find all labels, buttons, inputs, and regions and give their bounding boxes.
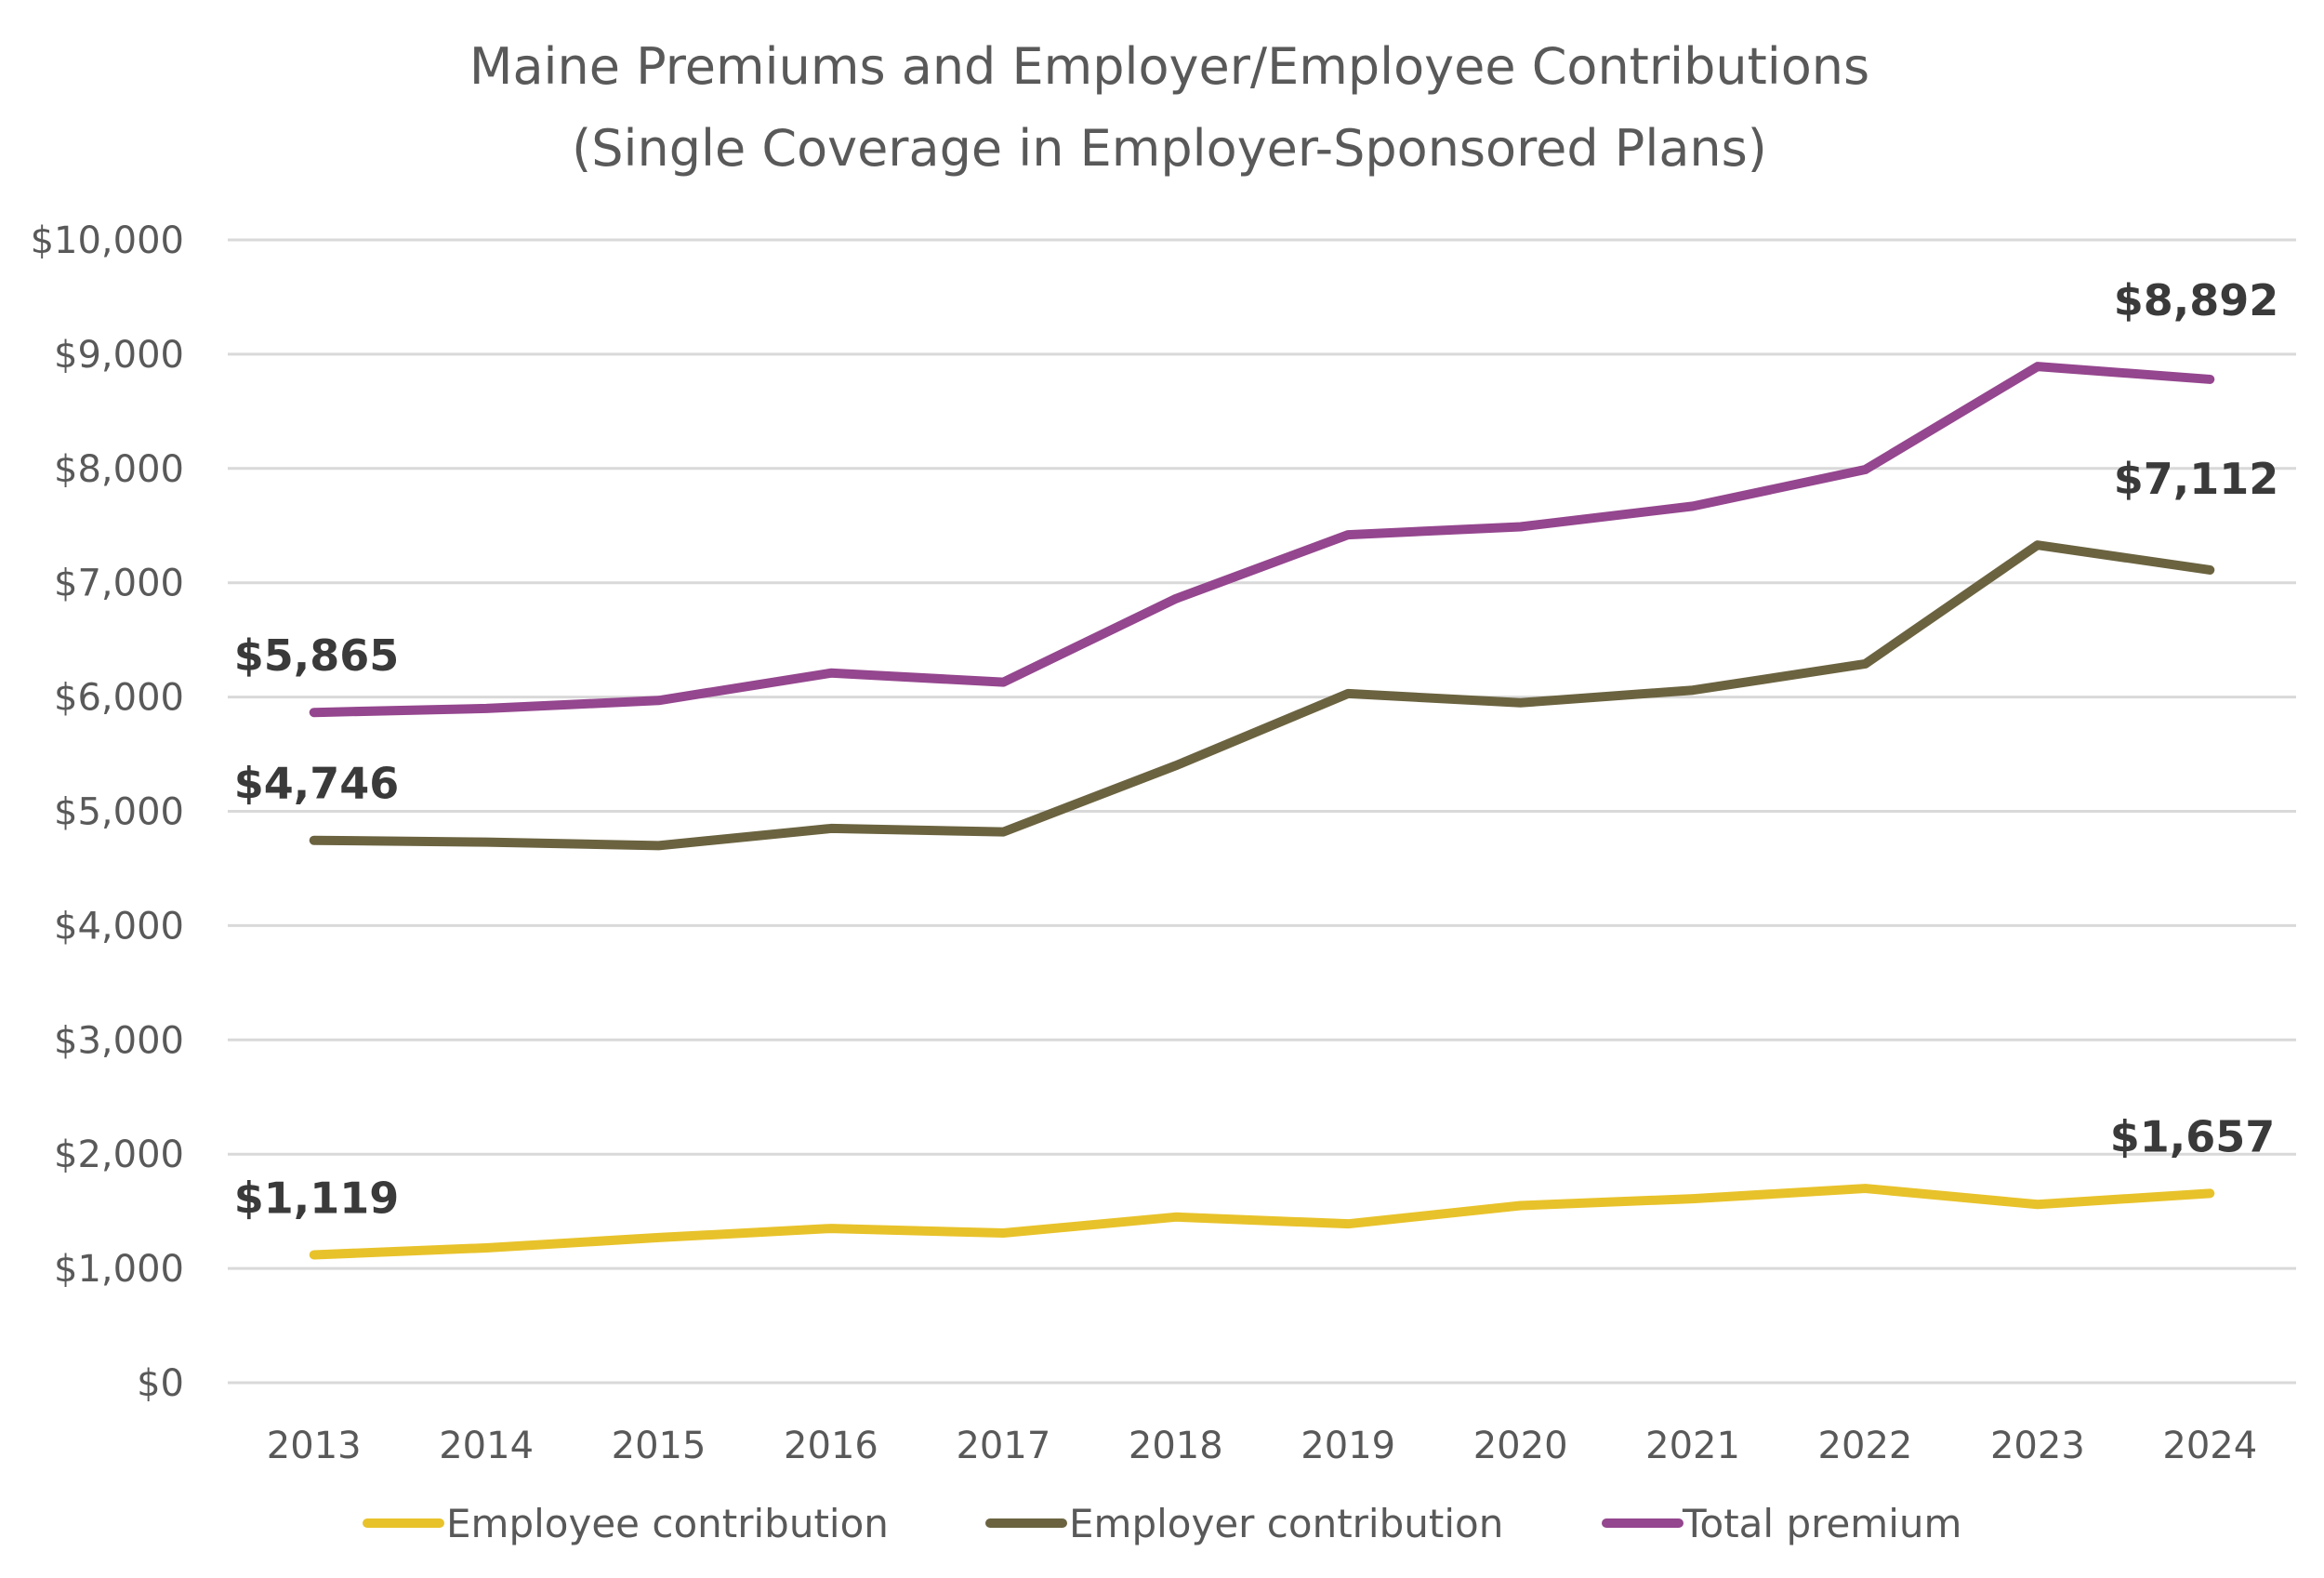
gridlines: [228, 238, 2296, 1385]
data-label-7112: $7,112: [2114, 454, 2279, 504]
y-tick-label-1000: $1,000: [54, 1248, 184, 1291]
series-line-total-premium: [309, 362, 2215, 718]
x-tick-label-2022: 2022: [1818, 1425, 1913, 1467]
legend: Employee contribution Employer contributi…: [363, 1501, 1961, 1546]
y-tick-label-2000: $2,000: [54, 1134, 184, 1176]
y-tick-label-5000: $5,000: [54, 791, 184, 834]
x-tick-label-2017: 2017: [956, 1425, 1050, 1467]
chart-title-line-2: (Single Coverage in Employer-Sponsored P…: [572, 119, 1767, 178]
x-axis-tick-labels: 2013 2014 2015 2016 2017 2018 2019 2020 2021 2022…: [267, 1425, 2257, 1467]
y-tick-label-7000: $7,000: [54, 563, 184, 605]
y-tick-label-10000: $10,000: [31, 219, 184, 262]
x-tick-label-2024: 2024: [2162, 1425, 2257, 1467]
x-tick-label-2018: 2018: [1129, 1425, 1223, 1467]
data-label-1657: $1,657: [2110, 1111, 2276, 1161]
y-tick-label-3000: $3,000: [54, 1019, 184, 1062]
series-lines: [309, 362, 2215, 1260]
legend-label-employer-contribution: Employer contribution: [1069, 1501, 1503, 1546]
data-label-8892: $8,892: [2114, 275, 2279, 325]
data-labels: $1,119 $1,657 $4,746 $5,865 $8,892 $7,112: [234, 275, 2279, 1223]
chart-title-line-1: Maine Premiums and Employer/Employee Con…: [469, 37, 1869, 96]
y-tick-label-4000: $4,000: [54, 905, 184, 948]
y-axis-tick-labels: $0 $1,000 $2,000 $3,000 $4,000 $5,000 $6,000 $7…: [31, 219, 184, 1405]
data-label-5865: $5,865: [234, 630, 400, 681]
x-tick-label-2013: 2013: [267, 1425, 362, 1467]
legend-label-total-premium: Total premium: [1682, 1501, 1961, 1546]
legend-label-employee-contribution: Employee contribution: [446, 1501, 889, 1546]
x-tick-label-2014: 2014: [439, 1425, 534, 1467]
y-tick-label-6000: $6,000: [54, 677, 184, 720]
y-tick-label-8000: $8,000: [54, 448, 184, 491]
series-line-employer-contribution: [309, 540, 2215, 851]
x-tick-label-2019: 2019: [1301, 1425, 1395, 1467]
data-label-4746: $4,746: [234, 759, 400, 809]
data-label-1119: $1,119: [234, 1173, 400, 1223]
series-line-employee-contribution: [309, 1184, 2215, 1260]
y-tick-label-9000: $9,000: [54, 334, 184, 377]
x-tick-label-2015: 2015: [612, 1425, 706, 1467]
x-tick-label-2021: 2021: [1645, 1425, 1740, 1467]
x-tick-label-2020: 2020: [1473, 1425, 1568, 1467]
x-tick-label-2023: 2023: [1990, 1425, 2085, 1467]
chart-title: Maine Premiums and Employer/Employee Con…: [469, 37, 1869, 178]
y-tick-label-0: $0: [137, 1362, 184, 1405]
x-tick-label-2016: 2016: [784, 1425, 878, 1467]
